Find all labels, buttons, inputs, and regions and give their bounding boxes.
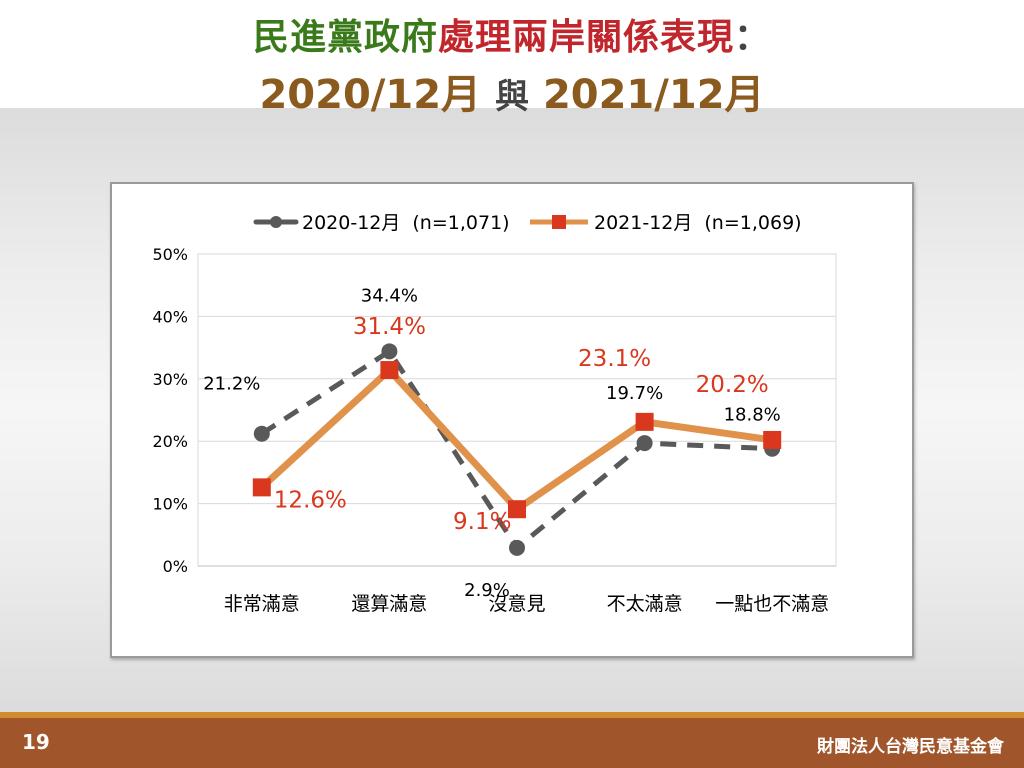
point-2021 [763, 430, 782, 449]
data-label-2021: 9.1% [453, 509, 511, 535]
point-2021 [380, 361, 399, 380]
data-label-2020: 34.4% [361, 285, 418, 306]
chart-frame [110, 182, 914, 658]
x-tick-label: 不太滿意 [607, 593, 683, 615]
title-conjunction: 與 [495, 77, 529, 117]
title-date-b: 2021/12月 [542, 72, 765, 118]
legend-label-2020: 2020-12月 (n=1,071) [302, 212, 510, 234]
title-part-topic: 處理兩岸關係表現 [437, 17, 734, 58]
legend-label-2021: 2021-12月 (n=1,069) [594, 212, 802, 234]
point-2021 [635, 412, 654, 431]
legend-marker-2020 [270, 216, 282, 228]
slide-title-line1: 民進黨政府處理兩岸關係表現： [0, 8, 1024, 60]
slide-title-line2: 2020/12月 與 2021/12月 [0, 62, 1024, 120]
y-tick-label: 50% [152, 245, 188, 264]
organization-name: 財團法人台灣民意基金會 [817, 737, 1004, 757]
data-label-2021: 23.1% [578, 346, 651, 372]
y-tick-label: 0% [163, 557, 188, 576]
x-tick-label: 非常滿意 [224, 593, 300, 615]
x-tick-label: 還算滿意 [351, 593, 427, 615]
y-tick-label: 20% [152, 432, 188, 451]
point-2020 [253, 425, 270, 442]
title-date-a: 2020/12月 [259, 72, 482, 118]
point-2021 [252, 478, 271, 497]
chart-gridlines [197, 253, 837, 567]
page-number: 19 [22, 730, 50, 754]
point-2020 [636, 435, 653, 452]
line-chart: 0%10%20%30%40%50% 非常滿意 還算滿意 沒意見 不太滿意 一點也不滿意 … [152, 212, 837, 615]
y-axis: 0% 10% 20% 30% 40% 50% [152, 245, 188, 576]
data-label-2020: 21.2% [203, 374, 260, 395]
data-label-2021: 12.6% [274, 487, 347, 513]
title-part-government: 民進黨政府 [252, 17, 438, 58]
point-2020 [381, 343, 398, 360]
footer-accent-line [0, 712, 1024, 718]
point-2020 [509, 539, 525, 556]
footer-bar [0, 718, 1024, 768]
y-tick-label: 40% [152, 307, 188, 326]
chart-legend: 2020-12月 (n=1,071) 2021-12月 (n=1,069) [253, 212, 802, 234]
data-label-2020: 2.9% [464, 580, 510, 601]
x-tick-label: 一點也不滿意 [715, 593, 829, 615]
chart-series [252, 343, 782, 556]
y-tick-label: 10% [152, 495, 188, 514]
data-label-2021: 20.2% [696, 372, 769, 398]
data-label-2020: 18.8% [724, 405, 781, 426]
title-separator: ： [734, 17, 772, 58]
y-tick-label: 30% [152, 370, 188, 389]
point-2021 [508, 500, 526, 519]
data-label-2020: 19.7% [606, 383, 663, 404]
legend-marker-2021 [552, 215, 566, 229]
data-label-2021: 31.4% [353, 314, 426, 340]
chart-data-labels: 21.2% 34.4% 2.9% 19.7% 18.8% 12.6% 31.4% 9.1% 23… [203, 285, 781, 601]
x-axis: 非常滿意 還算滿意 沒意見 不太滿意 一點也不滿意 [224, 593, 829, 615]
x-tick-label: 沒意見 [488, 593, 545, 615]
